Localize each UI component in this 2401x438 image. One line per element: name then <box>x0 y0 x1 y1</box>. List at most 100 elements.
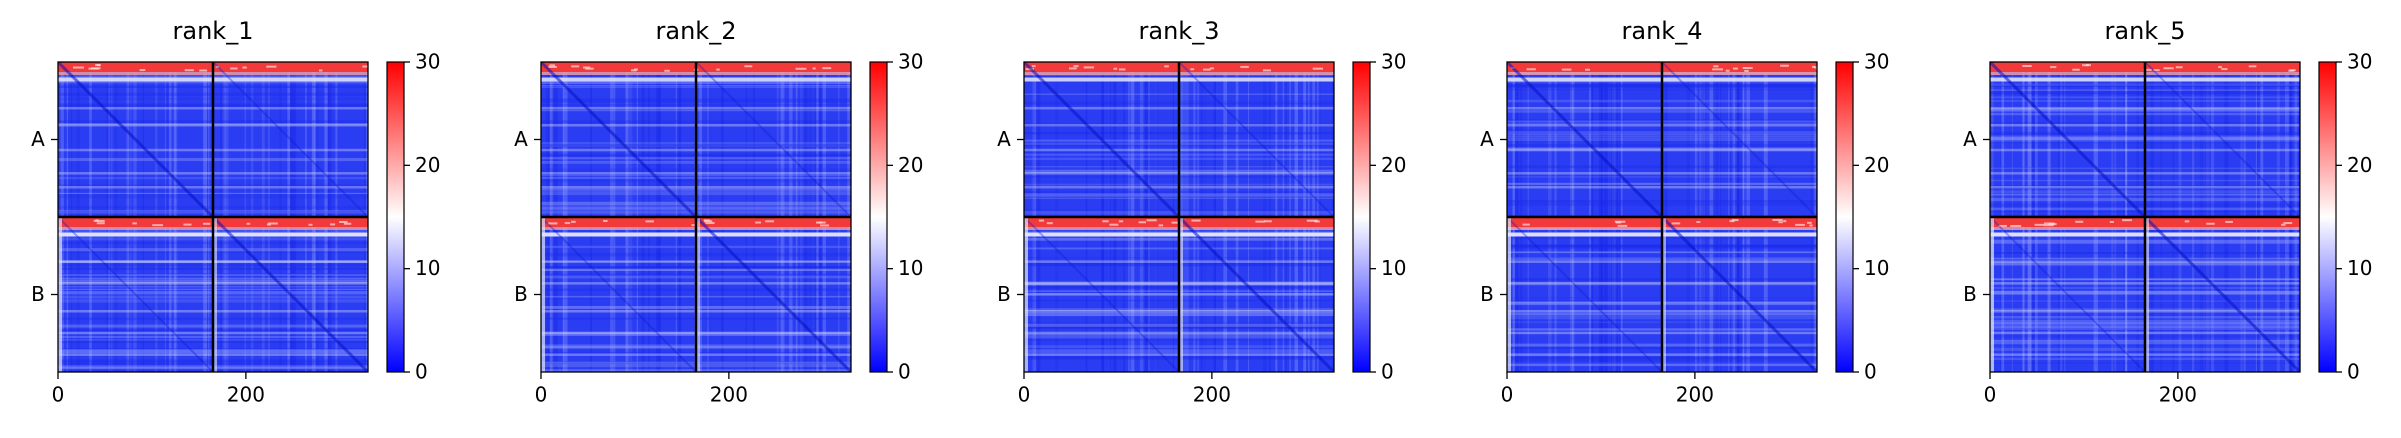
heatmap-edge <box>696 217 700 372</box>
heatmap-speck <box>96 222 105 225</box>
heatmap-speck <box>2221 68 2228 71</box>
y-tick-label: B <box>1480 282 1494 306</box>
heatmap-speck <box>2225 220 2233 223</box>
heatmap-speck <box>2072 68 2080 71</box>
panel-rank_2: rank_2 A B 0 200 0 10 20 30 <box>514 17 923 407</box>
heatmap-speck <box>90 67 101 70</box>
heatmap-speck <box>267 222 278 225</box>
heatmap-speck <box>1729 220 1735 223</box>
heatmap-speck <box>564 222 571 225</box>
y-tick-label: A <box>31 127 45 151</box>
heatmap-speck <box>1069 67 1077 70</box>
heatmap-speck <box>183 223 192 226</box>
heatmap-diagonal <box>2144 62 2300 218</box>
heatmap-speck <box>203 222 211 225</box>
axes-frame <box>540 61 852 373</box>
axes-frame <box>1506 61 1818 373</box>
heatmap-speck <box>1083 66 1095 69</box>
heatmap-speck <box>812 67 816 70</box>
heatmap-speck <box>815 221 826 224</box>
heatmap-speck <box>1038 219 1044 222</box>
colorbar-tick-label: 0 <box>898 360 911 384</box>
colorbar <box>1352 61 1371 373</box>
heatmap-speck <box>1312 67 1323 70</box>
heatmap-speck <box>1158 224 1164 227</box>
heatmap-speck <box>1138 221 1147 224</box>
panel-title: rank_4 <box>1622 17 1703 45</box>
colorbar-tick-label: 20 <box>1864 153 1889 177</box>
heatmap-speck <box>1262 69 1272 72</box>
heatmap-speck <box>139 69 146 72</box>
heatmap-speck <box>705 222 715 225</box>
heatmap-speck <box>1073 65 1079 68</box>
heatmap-speck <box>704 220 713 223</box>
heatmap-speck <box>585 67 594 70</box>
colorbar-tick-label: 30 <box>898 50 923 74</box>
heatmap-diagonal <box>1661 62 1817 218</box>
heatmap-speck <box>184 69 194 72</box>
heatmap-speck <box>1526 68 1536 71</box>
y-tick-label: B <box>514 282 528 306</box>
heatmap-speck <box>1164 65 1169 68</box>
heatmap-speck <box>2050 66 2057 69</box>
y-tick-label: B <box>997 282 1011 306</box>
heatmap-speck <box>308 223 313 226</box>
heatmap-speck <box>755 221 762 224</box>
heatmap-speck <box>1713 65 1719 68</box>
heatmap-speck <box>2034 223 2044 226</box>
heatmap-speck <box>2109 221 2114 224</box>
heatmap-speck <box>2281 223 2286 226</box>
heatmap-speck <box>93 219 105 222</box>
heatmap-edge <box>213 217 217 372</box>
colorbar-tick-label: 30 <box>2347 50 2372 74</box>
heatmap-speck <box>1209 67 1215 70</box>
heatmap-speck <box>1255 220 1265 223</box>
heatmap-speck <box>1314 220 1320 223</box>
heatmap-speck <box>547 222 558 225</box>
heatmap-speck <box>2043 222 2055 225</box>
heatmap-speck <box>1812 65 1816 68</box>
y-tick-label: A <box>1963 127 1977 151</box>
heatmap-speck <box>1725 69 1730 72</box>
heatmap-speck <box>1732 67 1738 70</box>
heatmap-edge <box>58 217 62 372</box>
heatmap-speck <box>1109 223 1119 226</box>
heatmap-speck <box>1240 65 1249 68</box>
heatmap-speck <box>1778 221 1783 224</box>
heatmap-speck <box>549 64 556 67</box>
colorbar-tick-label: 20 <box>2347 153 2372 177</box>
heatmap-edge <box>1507 217 1511 372</box>
heatmap-speck <box>1742 67 1753 70</box>
heatmap-speck <box>1031 65 1036 68</box>
heatmap-speck <box>1190 68 1195 71</box>
heatmap-speck <box>1191 219 1201 222</box>
heatmap-speck <box>1696 221 1701 224</box>
heatmap-edge <box>1024 217 1028 372</box>
heatmap-speck <box>1585 68 1590 71</box>
colorbar <box>2318 61 2337 373</box>
heatmap-diagonal <box>58 216 214 372</box>
heatmap-speck <box>2283 222 2293 225</box>
heatmap-speck <box>716 68 720 71</box>
heatmap-speck <box>2153 69 2160 72</box>
heatmap-speck <box>691 224 698 227</box>
heatmap-diagonal <box>1990 216 2146 372</box>
heatmap-speck <box>631 69 637 72</box>
heatmap-speck <box>2122 219 2132 222</box>
heatmap-speck <box>339 220 348 223</box>
heatmap-speck <box>215 65 220 68</box>
heatmap-speck <box>1809 224 1813 227</box>
x-tick-label: 200 <box>1676 383 1714 407</box>
heatmap-diagonal <box>1178 62 1334 218</box>
heatmap-speck <box>1772 219 1783 222</box>
heatmap-speck <box>2248 65 2257 68</box>
heatmap-speck <box>242 66 247 69</box>
heatmap-speck <box>2075 220 2084 223</box>
heatmap-speck <box>1171 221 1181 224</box>
x-tick-label: 200 <box>710 383 748 407</box>
heatmap-speck <box>548 65 557 68</box>
heatmap-edge <box>1179 217 1183 372</box>
heatmap-edge <box>1990 217 1994 372</box>
x-tick-label: 0 <box>1018 383 1031 407</box>
